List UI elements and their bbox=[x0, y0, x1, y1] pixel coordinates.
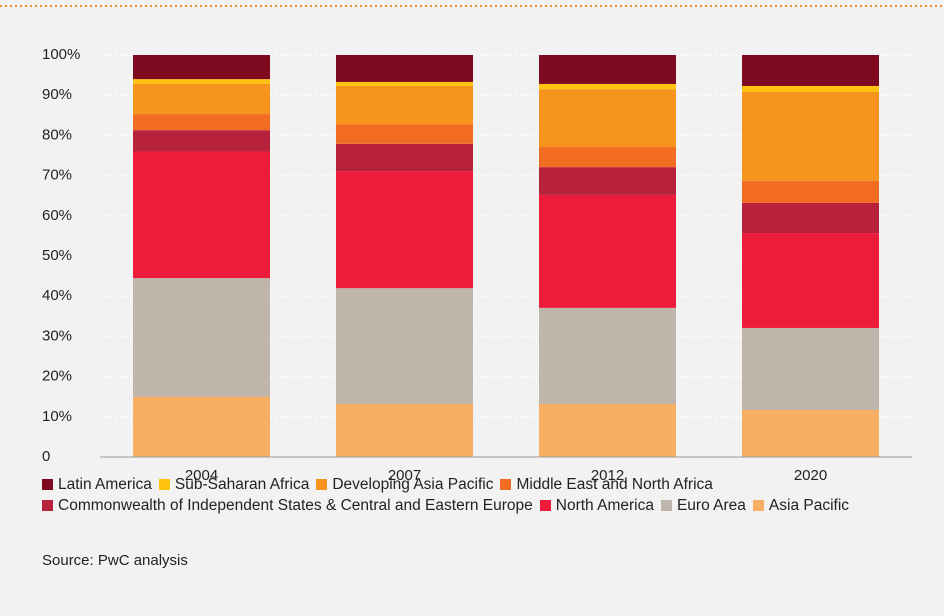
bar-segment bbox=[742, 409, 879, 457]
bar-segment bbox=[336, 81, 473, 86]
legend-item: Asia Pacific bbox=[752, 495, 850, 516]
bar-segment bbox=[133, 278, 270, 397]
legend-item: Euro Area bbox=[660, 495, 746, 516]
bar-segment bbox=[539, 83, 676, 90]
bar-segment bbox=[133, 79, 270, 84]
x-tick-label: 2012 bbox=[591, 467, 624, 484]
bar-segment bbox=[742, 55, 879, 86]
legend-swatch bbox=[500, 479, 512, 490]
legend-item: Sub-Saharan Africa bbox=[158, 474, 310, 495]
y-tick-label: 100% bbox=[42, 46, 80, 63]
bar-segment bbox=[539, 89, 676, 148]
legend-label: Sub-Saharan Africa bbox=[174, 476, 310, 493]
bar-segment bbox=[539, 307, 676, 404]
bar-segment bbox=[539, 55, 676, 84]
bar-segment bbox=[336, 403, 473, 457]
bar-segment bbox=[742, 91, 879, 181]
legend-item: Developing Asia Pacific bbox=[316, 474, 493, 495]
bar-segment bbox=[133, 55, 270, 80]
y-tick-label: 70% bbox=[42, 167, 72, 184]
y-tick-label: 80% bbox=[42, 126, 72, 143]
bar-segment bbox=[742, 202, 879, 234]
legend-item: Latin America bbox=[42, 474, 152, 495]
legend-swatch bbox=[42, 479, 53, 490]
legend-label: Latin America bbox=[58, 476, 152, 493]
legend-label: Asia Pacific bbox=[768, 497, 850, 514]
bar-segment bbox=[133, 130, 270, 152]
y-tick-label: 20% bbox=[42, 368, 72, 385]
legend-swatch bbox=[42, 500, 53, 511]
bar-segment bbox=[336, 85, 473, 125]
bar-segment bbox=[539, 194, 676, 308]
bar-segment bbox=[336, 55, 473, 82]
legend-item: Middle East and North Africa bbox=[500, 474, 713, 495]
y-tick-label: 0 bbox=[42, 448, 50, 465]
bar-segment bbox=[539, 167, 676, 195]
legend-swatch bbox=[660, 500, 672, 511]
legend-label: Developing Asia Pacific bbox=[332, 476, 494, 493]
legend-label: Middle East and North Africa bbox=[516, 476, 713, 493]
y-tick-label: 30% bbox=[42, 327, 72, 344]
legend-label: Commonwealth of Independent States & Cen… bbox=[58, 497, 533, 514]
bar-segment bbox=[742, 180, 879, 203]
legend: Latin America Sub-Saharan Africa Developin… bbox=[42, 474, 914, 516]
legend-item: Commonwealth of Independent States & Cen… bbox=[42, 495, 533, 516]
bar-segment bbox=[133, 114, 270, 131]
y-tick-label: 50% bbox=[42, 247, 72, 264]
x-tick-label: 2020 bbox=[794, 467, 827, 484]
bar-segment bbox=[336, 288, 473, 404]
legend-item: North America bbox=[539, 495, 654, 516]
x-tick-label: 2007 bbox=[388, 467, 421, 484]
y-tick-label: 60% bbox=[42, 207, 72, 224]
legend-label: North America bbox=[555, 497, 654, 514]
legend-swatch bbox=[539, 500, 551, 511]
bar-segment bbox=[133, 151, 270, 279]
y-tick-label: 10% bbox=[42, 408, 72, 425]
legend-swatch bbox=[752, 500, 764, 511]
bar-segment bbox=[336, 171, 473, 289]
bar-segment bbox=[539, 403, 676, 457]
bar-segment bbox=[742, 327, 879, 410]
y-tick-label: 90% bbox=[42, 86, 72, 103]
bar-segment bbox=[336, 143, 473, 172]
legend-swatch bbox=[158, 479, 170, 490]
legend-swatch bbox=[316, 479, 328, 490]
bar-segment bbox=[336, 124, 473, 144]
y-tick-label: 40% bbox=[42, 287, 72, 304]
bar-segment bbox=[133, 396, 270, 457]
x-tick-label: 2004 bbox=[185, 467, 218, 484]
bar-segment bbox=[133, 83, 270, 115]
source: Source: PwC analysis bbox=[42, 552, 188, 569]
legend-label: Euro Area bbox=[676, 497, 746, 514]
bar-segment bbox=[742, 85, 879, 92]
bar-segment bbox=[539, 147, 676, 168]
bar-segment bbox=[742, 233, 879, 328]
